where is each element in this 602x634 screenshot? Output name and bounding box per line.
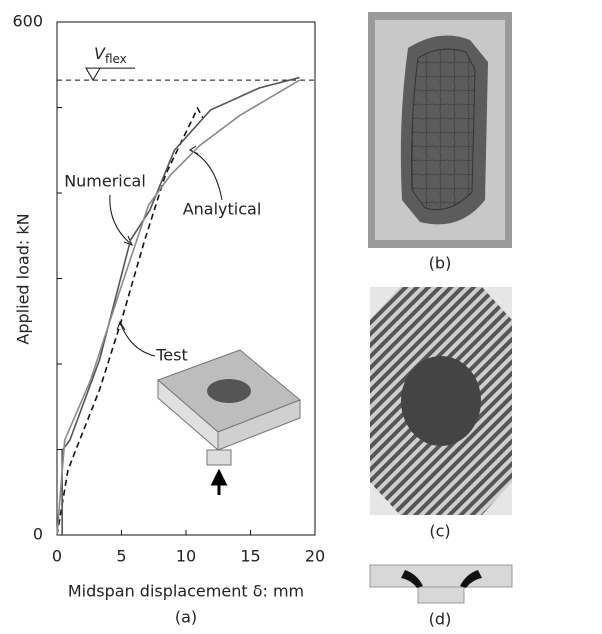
x-tick-label: 15 [240, 547, 260, 566]
reference-marker [86, 68, 135, 80]
photo-b [368, 12, 512, 248]
chart-caption: (a) [175, 608, 197, 627]
series-line [62, 78, 299, 535]
x-tick-label: 10 [176, 547, 196, 566]
reference-label: Vflex [94, 44, 127, 66]
series-label: Numerical [64, 172, 146, 191]
x-axis-label: Midspan displacement δ: mm [68, 582, 304, 601]
y-axis-label: Applied load: kN [14, 213, 33, 344]
x-tick-label: 0 [52, 547, 62, 566]
x-tick-label: 5 [116, 547, 126, 566]
series-label: Analytical [183, 200, 262, 219]
panel-label: (b) [429, 254, 452, 273]
model-c [370, 287, 512, 515]
y-tick-label: 600 [12, 12, 43, 31]
inset-slab [158, 350, 300, 495]
figure: (b) (c) (d) Numerical Analytical Test Ap… [0, 0, 602, 630]
panel-label: (d) [429, 610, 452, 629]
plot-frame [57, 22, 315, 535]
series-label: Test [155, 346, 188, 365]
series-line [57, 80, 300, 535]
y-tick-label: 0 [33, 525, 43, 544]
reference-subscript: flex [105, 52, 127, 66]
x-tick-label: 20 [305, 547, 325, 566]
page: {"chart_data": {"type": "line", "xlabel"… [0, 0, 602, 630]
panel-label: (c) [429, 522, 450, 541]
section-d [370, 565, 512, 603]
